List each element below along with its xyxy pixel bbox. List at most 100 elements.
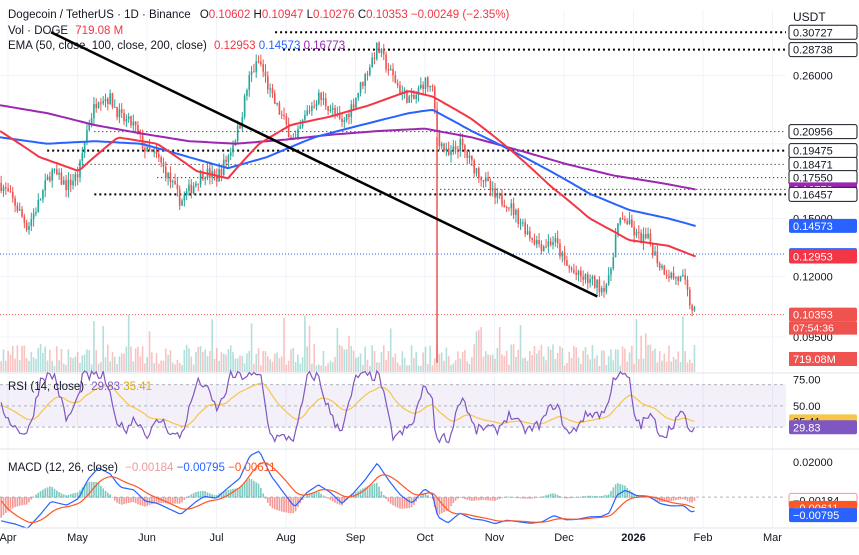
candle: [482, 180, 485, 182]
volume-bar: [188, 348, 190, 372]
macd-hist-bar: [125, 497, 128, 504]
ema50-line[interactable]: [0, 90, 696, 258]
macd-hist-bar: [478, 497, 480, 501]
candle: [640, 232, 642, 243]
candle: [345, 114, 348, 121]
macd-hist-bar: [501, 497, 503, 499]
candle: [164, 166, 167, 179]
macd-hist-bar: [9, 497, 12, 510]
volume-bar: [118, 356, 121, 372]
volume-bar: [654, 348, 656, 372]
volume-bar: [399, 365, 401, 372]
volume-bar: [280, 356, 283, 372]
macd-hist-bar: [424, 493, 427, 498]
volume-bar: [88, 350, 91, 372]
macd-hist-bar: [304, 496, 306, 498]
macd-hist-bar: [148, 497, 151, 506]
volume-bar: [573, 345, 575, 372]
macd-hist-bar: [65, 495, 67, 498]
price-label-bg: [788, 186, 858, 202]
volume-bar: [658, 351, 661, 372]
volume-bar: [169, 350, 172, 372]
candle: [515, 209, 517, 215]
ema200-line[interactable]: [0, 104, 696, 191]
macd-hist-bar: [53, 489, 56, 498]
candle: [628, 219, 631, 224]
candle: [582, 276, 584, 280]
volume-bar: [475, 331, 478, 372]
macd-hist-bar: [512, 497, 515, 498]
volume-bar: [661, 360, 663, 372]
macd-hist-bar: [278, 497, 281, 511]
macd-hist-bar: [538, 497, 540, 498]
candle: [25, 222, 28, 230]
macd-hist-bar: [260, 487, 262, 498]
macd-label[interactable]: MACD (12, 26, close): [8, 462, 118, 474]
volume-bar: [373, 351, 376, 372]
macd-hist-bar: [684, 497, 686, 500]
macd-hist-bar: [570, 497, 573, 499]
candle: [610, 268, 612, 275]
candle: [202, 172, 204, 180]
volume-bar: [533, 346, 536, 372]
macd-hist-bar: [517, 497, 520, 499]
candle: [257, 61, 260, 63]
candle: [617, 223, 619, 235]
volume-bar: [246, 353, 248, 372]
macd-hist-bar: [591, 495, 594, 498]
macd-signal-line[interactable]: [0, 462, 695, 524]
candle: [440, 143, 443, 147]
volume-bar: [420, 365, 422, 372]
volume-bar: [269, 359, 271, 372]
volume-bar: [95, 350, 98, 372]
candle: [600, 287, 603, 293]
macd-hist-bar: [614, 484, 617, 498]
candle: [280, 114, 283, 116]
currency-label[interactable]: USDT: [793, 10, 826, 24]
volume-bar: [549, 349, 552, 372]
candle: [389, 68, 392, 71]
candle: [359, 82, 362, 93]
candle: [174, 180, 176, 185]
candle: [503, 204, 506, 208]
macd-hist-bar: [273, 497, 276, 510]
macd-hist-bar: [113, 497, 116, 501]
macd-hist-bar: [675, 497, 677, 501]
candle: [475, 168, 478, 174]
macd-hist-bar: [327, 497, 329, 499]
candle: [494, 188, 496, 198]
volume-label[interactable]: Vol · DOGE: [8, 25, 69, 37]
rsi-ma-line[interactable]: [1, 382, 695, 427]
macd-hist-bar: [593, 495, 596, 498]
candle: [371, 57, 373, 68]
volume-bar: [670, 361, 673, 372]
price-axis[interactable]: [786, 0, 859, 555]
volume-bar: [338, 344, 341, 372]
volume-bar: [415, 351, 418, 372]
volume-bar: [243, 363, 246, 372]
rsi-tick: 75.00: [793, 374, 821, 386]
ema100-line[interactable]: [0, 108, 696, 227]
ema-label[interactable]: EMA (50, close, 100, close, 200, close): [8, 40, 207, 52]
macd-hist-bar: [480, 497, 482, 501]
price-label-bg: [788, 124, 858, 140]
volume-bar: [350, 345, 353, 372]
macd-hist-bar: [663, 497, 666, 502]
macd-hist-bar: [369, 485, 371, 498]
macd-hist-bar: [116, 497, 118, 503]
volume-bar: [584, 347, 587, 372]
candle: [682, 275, 684, 277]
candle: [18, 209, 21, 211]
rsi-line[interactable]: [0, 368, 696, 444]
candle: [0, 182, 2, 192]
macd-hist-bar: [183, 497, 186, 500]
candle: [661, 265, 663, 268]
volume-bar: [276, 352, 278, 372]
trendline[interactable]: [50, 31, 598, 298]
candle: [120, 109, 123, 113]
rsi-label[interactable]: RSI (14, close): [8, 381, 85, 393]
candle: [213, 171, 216, 175]
candle: [686, 279, 689, 290]
symbol-title[interactable]: Dogecoin / TetherUS · 1D · Binance: [8, 9, 191, 21]
